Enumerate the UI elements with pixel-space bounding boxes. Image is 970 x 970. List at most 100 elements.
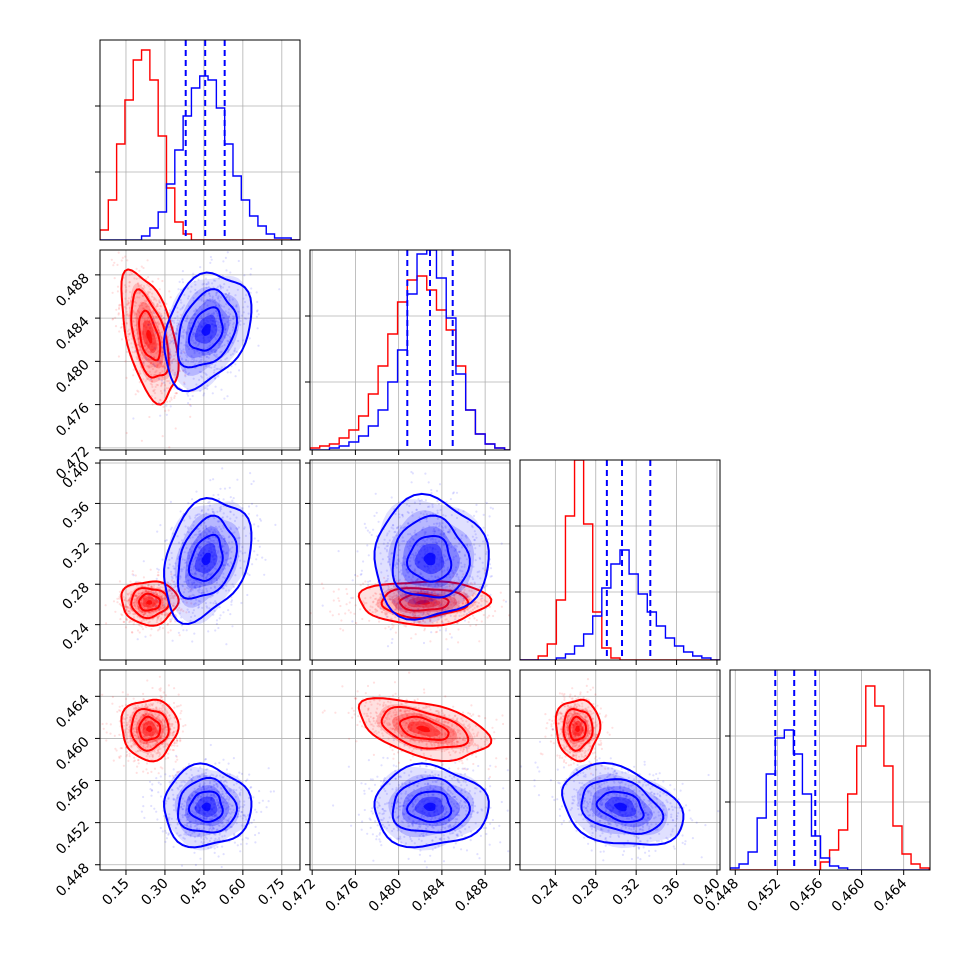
scatter-point bbox=[152, 347, 155, 350]
scatter-point bbox=[452, 572, 455, 575]
scatter-point bbox=[210, 258, 213, 261]
scatter-point bbox=[159, 739, 162, 742]
scatter-point bbox=[197, 343, 200, 346]
scatter-point bbox=[218, 277, 221, 280]
scatter-point bbox=[210, 329, 214, 332]
scatter-point bbox=[128, 314, 131, 317]
scatter-point bbox=[210, 548, 213, 551]
scatter-point bbox=[213, 371, 216, 374]
scatter-point bbox=[143, 726, 146, 730]
scatter-point bbox=[158, 688, 161, 691]
contour-red bbox=[130, 587, 170, 620]
scatter-point bbox=[219, 505, 223, 508]
scatter-point bbox=[191, 357, 194, 360]
scatter-point bbox=[214, 338, 218, 341]
scatter-point bbox=[144, 321, 147, 324]
scatter-point bbox=[215, 291, 218, 294]
scatter-point bbox=[218, 577, 221, 580]
scatter-point bbox=[125, 737, 129, 741]
scatter-point bbox=[194, 341, 197, 344]
scatter-point bbox=[216, 555, 219, 558]
scatter-point bbox=[463, 610, 466, 613]
scatter-point bbox=[199, 547, 202, 550]
scatter-point bbox=[422, 619, 425, 623]
scatter-point bbox=[207, 549, 210, 553]
scatter-point bbox=[142, 613, 145, 616]
scatter-point bbox=[126, 350, 129, 353]
scatter-point bbox=[459, 588, 462, 591]
scatter-point bbox=[182, 330, 185, 334]
scatter-point bbox=[192, 339, 195, 342]
scatter-point bbox=[160, 314, 164, 317]
scatter-point bbox=[212, 531, 215, 534]
scatter-point bbox=[440, 601, 444, 604]
scatter-point bbox=[388, 558, 391, 561]
scatter-point bbox=[144, 721, 147, 724]
scatter-point bbox=[428, 599, 431, 602]
scatter-point bbox=[478, 544, 481, 547]
scatter-point bbox=[250, 287, 253, 290]
scatter-point bbox=[240, 601, 243, 605]
scatter-point bbox=[187, 587, 190, 590]
scatter-point bbox=[397, 598, 400, 601]
scatter-point bbox=[161, 558, 164, 561]
scatter-point bbox=[344, 612, 347, 615]
scatter-point bbox=[210, 366, 213, 369]
scatter-point bbox=[203, 321, 206, 324]
scatter-point bbox=[454, 614, 457, 617]
scatter-point bbox=[243, 217, 245, 219]
scatter-point bbox=[175, 741, 178, 745]
scatter-point bbox=[151, 292, 154, 295]
scatter-point bbox=[238, 369, 241, 372]
scatter-point bbox=[386, 615, 389, 618]
scatter-point bbox=[155, 604, 158, 607]
scatter-point bbox=[452, 584, 455, 587]
scatter-point bbox=[134, 393, 137, 396]
scatter-point bbox=[144, 600, 147, 603]
scatter-point bbox=[142, 576, 145, 579]
scatter-point bbox=[140, 731, 143, 734]
contour-red bbox=[120, 580, 180, 627]
scatter-point bbox=[197, 533, 200, 536]
scatter-point bbox=[144, 737, 147, 740]
scatter-point bbox=[197, 325, 200, 328]
scatter-point bbox=[136, 357, 139, 360]
scatter-point bbox=[189, 318, 192, 321]
scatter-point bbox=[142, 714, 145, 717]
scatter-point bbox=[430, 592, 434, 595]
scatter-point bbox=[151, 280, 154, 283]
scatter-point bbox=[143, 726, 146, 729]
scatter-point bbox=[179, 718, 182, 721]
scatter-point bbox=[177, 541, 181, 544]
scatter-point bbox=[186, 569, 189, 572]
scatter-point bbox=[405, 594, 408, 597]
scatter-point bbox=[146, 259, 149, 262]
scatter-point bbox=[477, 601, 480, 605]
scatter-point bbox=[422, 513, 425, 516]
scatter-point bbox=[167, 356, 170, 359]
scatter-point bbox=[144, 721, 147, 725]
scatter-point bbox=[412, 580, 415, 583]
scatter-point bbox=[173, 321, 176, 324]
scatter-point bbox=[150, 610, 154, 613]
scatter-point bbox=[237, 339, 240, 343]
scatter-point bbox=[229, 557, 232, 560]
scatter-point bbox=[220, 507, 223, 511]
scatter-point bbox=[148, 755, 151, 758]
scatter-point bbox=[426, 550, 429, 553]
scatter-point bbox=[128, 592, 131, 595]
scatter-point bbox=[222, 545, 225, 548]
scatter-point bbox=[182, 369, 185, 372]
scatter-point bbox=[137, 580, 140, 583]
scatter-point bbox=[132, 601, 135, 605]
scatter-point bbox=[186, 388, 189, 391]
scatter-point bbox=[163, 389, 166, 392]
scatter-point bbox=[160, 607, 163, 611]
scatter-point bbox=[144, 342, 147, 345]
scatter-point bbox=[490, 575, 493, 578]
scatter-point bbox=[171, 358, 175, 361]
scatter-point bbox=[145, 378, 148, 381]
scatter-point bbox=[408, 540, 412, 544]
scatter-point bbox=[211, 297, 214, 300]
scatter-point bbox=[454, 602, 457, 606]
